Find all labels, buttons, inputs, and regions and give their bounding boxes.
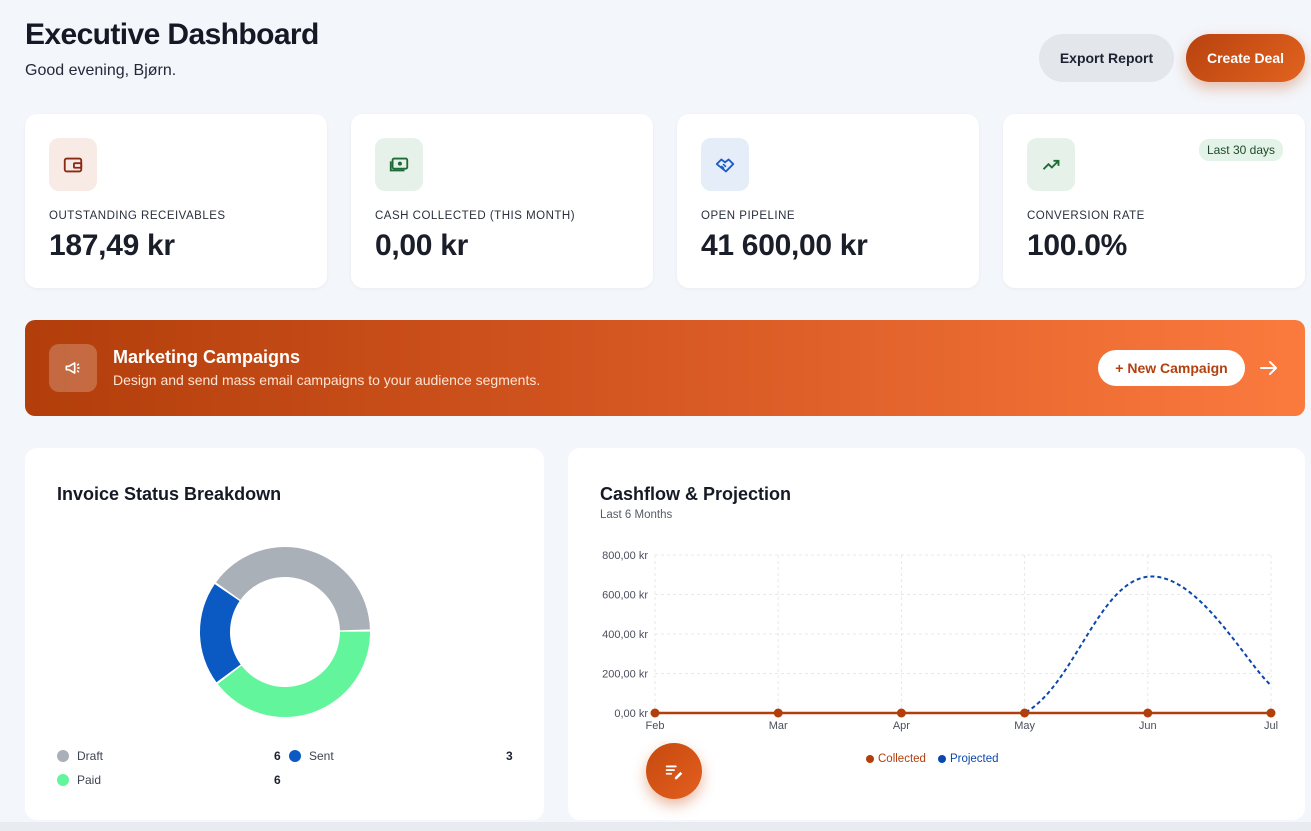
legend-label: Collected <box>878 753 926 765</box>
banner-title: Marketing Campaigns <box>113 347 301 367</box>
donut-slice-sent <box>200 584 241 683</box>
y-tick-label: 800,00 kr <box>602 550 648 562</box>
x-tick-label: May <box>1014 720 1035 732</box>
greeting: Good evening, Bjørn. <box>25 62 177 79</box>
panel-subtitle: Last 6 Months <box>600 509 673 521</box>
kpi-label: CASH COLLECTED (THIS MONTH) <box>375 210 576 222</box>
x-tick-label: Jun <box>1139 720 1157 732</box>
legend-label: Paid <box>77 773 102 787</box>
legend-swatch <box>57 750 69 762</box>
legend-count: 6 <box>274 749 281 763</box>
donut-slice-paid <box>217 631 370 717</box>
cash-icon <box>375 138 423 191</box>
chart-legend: Collected Projected <box>866 753 999 765</box>
data-point-collected <box>1020 708 1030 718</box>
x-tick-label: Mar <box>769 720 788 732</box>
kpi-card-receivables: OUTSTANDING RECEIVABLES 187,49 kr <box>25 114 327 288</box>
legend-item-projected[interactable]: Projected <box>937 753 999 765</box>
y-tick-label: 0,00 kr <box>614 708 648 720</box>
wallet-icon <box>49 138 97 191</box>
trending-up-icon <box>1027 138 1075 191</box>
legend-label: Draft <box>77 749 104 763</box>
cashflow-line-chart: 0,00 kr 200,00 kr 400,00 kr 600,00 kr 800,00… <box>602 550 1278 732</box>
invoice-donut-chart <box>200 547 370 717</box>
quick-note-fab-button[interactable] <box>646 743 702 799</box>
kpi-card-open-pipeline: OPEN PIPELINE 41 600,00 kr <box>677 114 979 288</box>
megaphone-icon <box>49 344 97 392</box>
invoice-status-panel: Invoice Status Breakdown Draft 6 Sent 3 … <box>25 448 544 820</box>
data-point-collected <box>773 708 783 718</box>
x-tick-label: Jul <box>1264 720 1278 732</box>
legend-count: 6 <box>274 773 281 787</box>
new-campaign-button[interactable]: + New Campaign <box>1098 350 1245 386</box>
page-title: Executive Dashboard <box>25 18 319 51</box>
donut-slice-draft <box>216 547 370 631</box>
legend-item-paid[interactable]: Paid <box>57 773 101 787</box>
legend-label: Projected <box>949 753 999 765</box>
kpi-label: OUTSTANDING RECEIVABLES <box>49 210 226 222</box>
bottom-scroll-edge <box>0 822 1311 831</box>
y-tick-label: 200,00 kr <box>602 669 648 681</box>
legend-swatch <box>289 750 301 762</box>
marketing-campaigns-banner[interactable]: Marketing Campaigns Design and send mass… <box>25 320 1305 416</box>
period-badge: Last 30 days <box>1198 139 1283 161</box>
legend-item-draft[interactable]: Draft <box>57 749 103 763</box>
export-report-button[interactable]: Export Report <box>1039 34 1174 82</box>
kpi-label: CONVERSION RATE <box>1027 210 1145 222</box>
banner-subtitle: Design and send mass email campaigns to … <box>113 372 541 388</box>
data-point-collected <box>1143 708 1153 718</box>
legend-label: Sent <box>309 749 334 763</box>
data-point-collected <box>896 708 906 718</box>
kpi-card-conversion-rate: Last 30 days CONVERSION RATE 100.0% <box>1003 114 1305 288</box>
x-tick-label: Apr <box>893 720 910 732</box>
kpi-value: 187,49 kr <box>49 229 175 262</box>
legend-item-sent[interactable]: Sent <box>289 749 334 763</box>
legend-swatch <box>937 755 946 763</box>
kpi-value: 41 600,00 kr <box>701 229 868 262</box>
handshake-icon <box>701 138 749 191</box>
y-tick-label: 400,00 kr <box>602 629 648 641</box>
legend-count: 3 <box>506 749 513 763</box>
panel-title: Invoice Status Breakdown <box>57 484 282 504</box>
series-line-projected <box>654 575 1272 714</box>
kpi-value: 0,00 kr <box>375 229 468 262</box>
legend-swatch <box>57 774 69 786</box>
edit-notes-icon <box>665 765 683 780</box>
create-deal-button[interactable]: Create Deal <box>1186 34 1305 82</box>
data-point-collected <box>650 708 660 718</box>
kpi-card-cash-collected: CASH COLLECTED (THIS MONTH) 0,00 kr <box>351 114 653 288</box>
panel-title: Cashflow & Projection <box>600 484 792 504</box>
data-point-collected <box>1266 708 1276 718</box>
arrow-right-icon[interactable] <box>1257 356 1281 380</box>
legend-swatch <box>866 755 874 763</box>
kpi-label: OPEN PIPELINE <box>701 210 796 222</box>
y-tick-label: 600,00 kr <box>602 590 648 602</box>
legend-item-collected[interactable]: Collected <box>866 753 926 765</box>
kpi-value: 100.0% <box>1027 229 1127 262</box>
x-tick-label: Feb <box>646 720 665 732</box>
